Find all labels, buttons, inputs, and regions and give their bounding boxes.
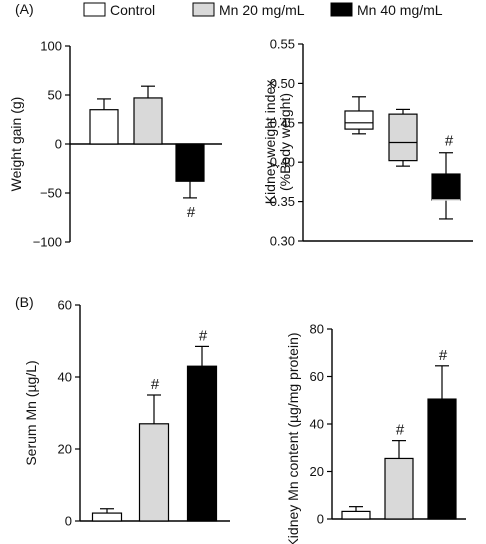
bar-3 [186, 365, 218, 522]
y-tick-label: 40 [58, 370, 72, 385]
panel-label: (B) [15, 294, 34, 310]
y-tick-label: 60 [58, 298, 72, 313]
y-tick-label: 80 [310, 322, 324, 337]
legend: Control Mn 20 mg/mL Mn 40 mg/mL [83, 2, 443, 18]
legend-label-2: Mn 20 mg/mL [219, 2, 305, 18]
weight-gain-chart: (A) −100 −50 0 50 100 Weight gain (g) # [8, 1, 222, 250]
y-axis-label: Serum Mn (µg/L) [23, 360, 39, 465]
bar-2 [133, 97, 163, 145]
serum-mn-chart: (B) 0 20 40 60 Serum Mn (µg/L) # # [15, 294, 230, 529]
y-tick-label: 0.55 [270, 37, 295, 52]
significance-mark-3: # [187, 204, 196, 221]
y-tick-label: 0 [317, 512, 324, 527]
y-tick-label: 0.30 [270, 234, 295, 249]
y-tick-label: 20 [58, 442, 72, 457]
bar-2 [138, 423, 170, 522]
y-tick-label: 0.50 [270, 76, 295, 91]
bar-3 [175, 143, 205, 182]
y-tick-label: 50 [48, 88, 62, 103]
legend-swatch-2 [192, 2, 215, 17]
box-1 [344, 110, 374, 130]
y-tick-label: 0.40 [270, 155, 295, 170]
panel-label: (A) [15, 1, 34, 17]
legend-swatch-1 [83, 2, 106, 17]
bar-3 [427, 398, 457, 520]
bar-1 [91, 512, 123, 522]
y-axis-label: Kidney Mn content (µg/mg protein) [285, 332, 301, 544]
y-tick-label: −50 [40, 186, 62, 201]
bar-2 [384, 457, 414, 520]
kidney-weight-index-chart: 0.30 0.35 0.40 0.45 0.50 0.55 Kidney weight in… [262, 37, 473, 249]
significance-mark-3: # [199, 327, 208, 344]
y-tick-label: 0 [55, 137, 62, 152]
significance-mark-3: # [445, 133, 454, 150]
legend-swatch-3 [330, 2, 353, 17]
y-tick-label: 20 [310, 464, 324, 479]
y-axis-label-line-1: Kidney weight index [262, 80, 278, 205]
y-tick-label: 60 [310, 369, 324, 384]
y-axis-label-line-2: (%Body weight) [277, 93, 293, 191]
y-tick-label: 0 [65, 514, 72, 529]
bar-1 [341, 510, 371, 520]
y-tick-label: 0.45 [270, 115, 295, 130]
bar-1 [89, 109, 119, 145]
significance-mark-2: # [396, 422, 405, 439]
box-2 [388, 113, 418, 162]
legend-label-3: Mn 40 mg/mL [357, 2, 443, 18]
kidney-mn-content-chart: 0 20 40 60 80 Kidney Mn content (µg/mg protei… [285, 322, 466, 544]
legend-label-1: Control [110, 2, 155, 18]
box-3 [431, 173, 461, 201]
y-tick-label: 100 [40, 39, 62, 54]
y-tick-label: −100 [33, 235, 62, 250]
significance-mark-2: # [151, 376, 160, 393]
y-axis-label: Weight gain (g) [8, 97, 24, 192]
significance-mark-3: # [439, 347, 448, 364]
y-tick-label: 0.35 [270, 194, 295, 209]
y-tick-label: 40 [310, 417, 324, 432]
